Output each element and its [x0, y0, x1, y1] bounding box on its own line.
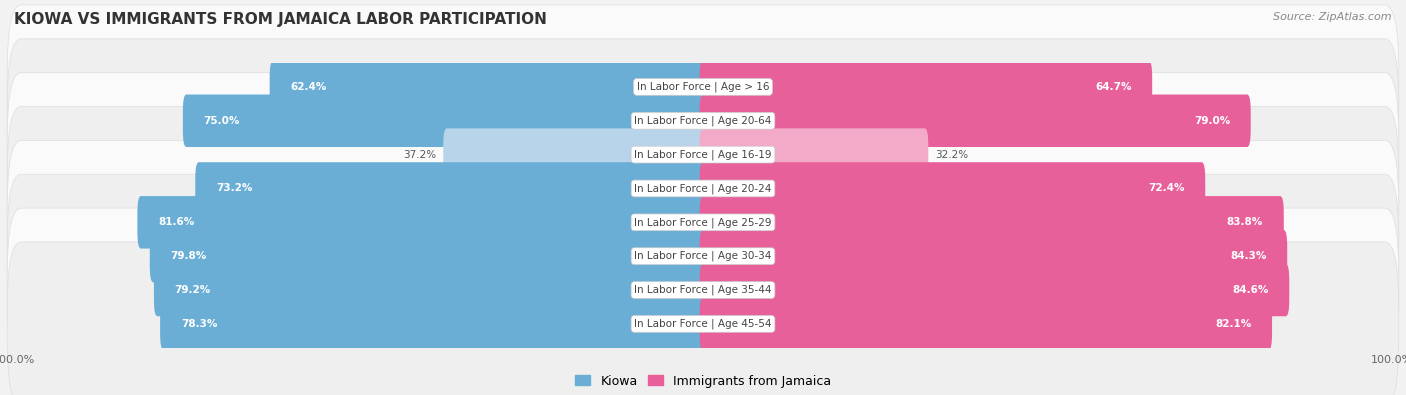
Text: In Labor Force | Age 20-24: In Labor Force | Age 20-24 [634, 183, 772, 194]
FancyBboxPatch shape [7, 39, 1399, 203]
FancyBboxPatch shape [138, 196, 706, 248]
FancyBboxPatch shape [700, 230, 1288, 282]
FancyBboxPatch shape [7, 174, 1399, 338]
FancyBboxPatch shape [700, 128, 928, 181]
Text: 84.6%: 84.6% [1232, 285, 1268, 295]
Text: In Labor Force | Age 45-54: In Labor Force | Age 45-54 [634, 319, 772, 329]
FancyBboxPatch shape [7, 208, 1399, 372]
Text: 79.8%: 79.8% [170, 251, 207, 261]
Text: 79.0%: 79.0% [1194, 116, 1230, 126]
Text: 72.4%: 72.4% [1149, 183, 1185, 194]
Text: In Labor Force | Age 25-29: In Labor Force | Age 25-29 [634, 217, 772, 228]
Text: 79.2%: 79.2% [174, 285, 211, 295]
FancyBboxPatch shape [153, 264, 706, 316]
Text: 62.4%: 62.4% [290, 82, 326, 92]
Text: 73.2%: 73.2% [217, 183, 252, 194]
FancyBboxPatch shape [270, 61, 706, 113]
Text: 78.3%: 78.3% [181, 319, 217, 329]
Text: 82.1%: 82.1% [1215, 319, 1251, 329]
FancyBboxPatch shape [195, 162, 706, 215]
FancyBboxPatch shape [7, 107, 1399, 271]
Text: In Labor Force | Age 20-64: In Labor Force | Age 20-64 [634, 115, 772, 126]
FancyBboxPatch shape [443, 128, 706, 181]
Text: In Labor Force | Age 30-34: In Labor Force | Age 30-34 [634, 251, 772, 261]
FancyBboxPatch shape [183, 94, 706, 147]
Text: KIOWA VS IMMIGRANTS FROM JAMAICA LABOR PARTICIPATION: KIOWA VS IMMIGRANTS FROM JAMAICA LABOR P… [14, 12, 547, 27]
Legend: Kiowa, Immigrants from Jamaica: Kiowa, Immigrants from Jamaica [571, 370, 835, 393]
FancyBboxPatch shape [700, 162, 1205, 215]
Text: In Labor Force | Age 16-19: In Labor Force | Age 16-19 [634, 149, 772, 160]
FancyBboxPatch shape [150, 230, 706, 282]
Text: 83.8%: 83.8% [1227, 217, 1263, 228]
FancyBboxPatch shape [7, 73, 1399, 237]
FancyBboxPatch shape [7, 242, 1399, 395]
FancyBboxPatch shape [700, 264, 1289, 316]
Text: 81.6%: 81.6% [157, 217, 194, 228]
Text: 37.2%: 37.2% [404, 150, 436, 160]
Text: In Labor Force | Age > 16: In Labor Force | Age > 16 [637, 82, 769, 92]
Text: 84.3%: 84.3% [1230, 251, 1267, 261]
FancyBboxPatch shape [700, 298, 1272, 350]
FancyBboxPatch shape [700, 196, 1284, 248]
FancyBboxPatch shape [160, 298, 706, 350]
FancyBboxPatch shape [700, 94, 1251, 147]
Text: In Labor Force | Age 35-44: In Labor Force | Age 35-44 [634, 285, 772, 295]
Text: 32.2%: 32.2% [935, 150, 969, 160]
Text: Source: ZipAtlas.com: Source: ZipAtlas.com [1274, 12, 1392, 22]
FancyBboxPatch shape [7, 5, 1399, 169]
Text: 64.7%: 64.7% [1095, 82, 1132, 92]
FancyBboxPatch shape [7, 140, 1399, 304]
FancyBboxPatch shape [700, 61, 1152, 113]
Text: 75.0%: 75.0% [204, 116, 240, 126]
